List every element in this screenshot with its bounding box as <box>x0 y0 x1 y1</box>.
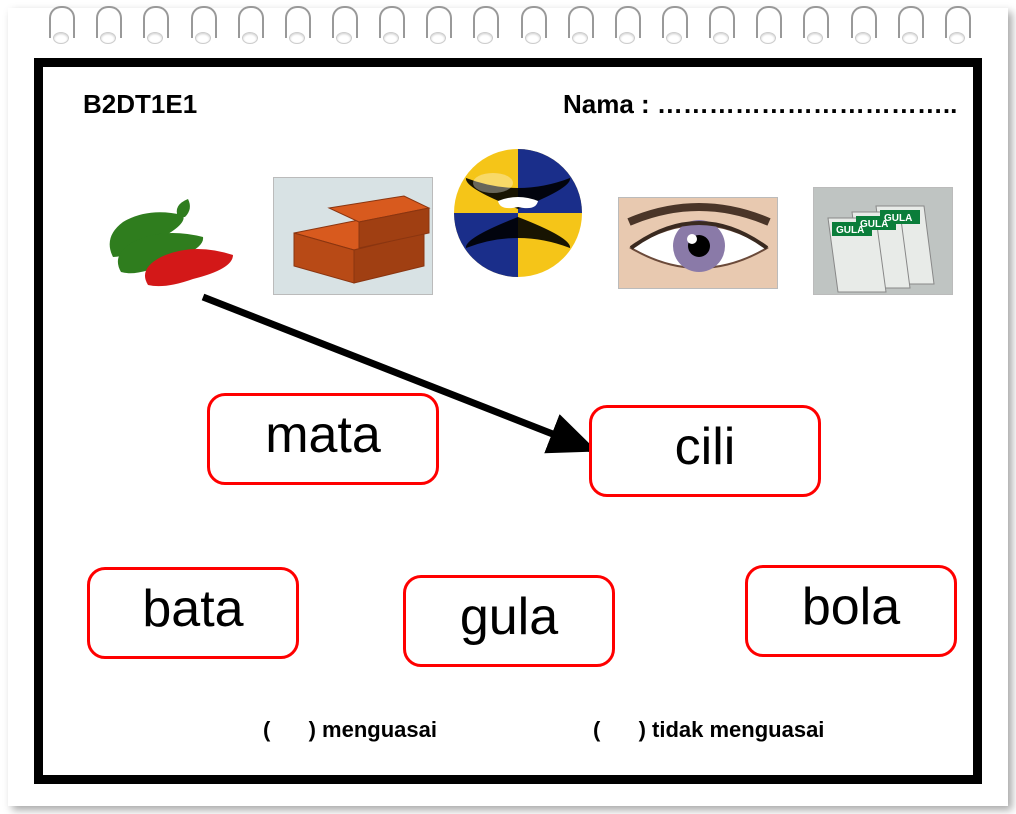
footer-option-1: ( ) menguasai <box>263 717 437 743</box>
bracket-open: ( <box>263 717 270 742</box>
option-menguasai: menguasai <box>322 717 437 742</box>
name-field-label: Nama : …………………………….. <box>563 89 957 120</box>
word-cili[interactable]: cili <box>589 405 821 497</box>
bola-image[interactable] <box>448 143 588 283</box>
svg-text:GULA: GULA <box>836 225 864 236</box>
footer-option-2: ( ) tidak menguasai <box>593 717 824 743</box>
bracket-close: ) <box>309 717 316 742</box>
option-tidak-menguasai: tidak menguasai <box>652 717 824 742</box>
worksheet-page: B2DT1E1 Nama : …………………………….. <box>8 8 1008 806</box>
word-bata[interactable]: bata <box>87 567 299 659</box>
worksheet-code: B2DT1E1 <box>83 89 197 120</box>
word-bola[interactable]: bola <box>745 565 957 657</box>
bracket-open: ( <box>593 717 600 742</box>
content-frame: B2DT1E1 Nama : …………………………….. <box>34 58 982 784</box>
cili-image[interactable] <box>93 187 253 297</box>
word-gula[interactable]: gula <box>403 575 615 667</box>
mata-image[interactable] <box>618 197 778 289</box>
gula-image[interactable]: GULA GULA GULA <box>813 187 953 295</box>
word-mata[interactable]: mata <box>207 393 439 485</box>
bracket-close: ) <box>639 717 646 742</box>
spiral-binding <box>8 6 1008 50</box>
bata-image[interactable] <box>273 177 433 295</box>
